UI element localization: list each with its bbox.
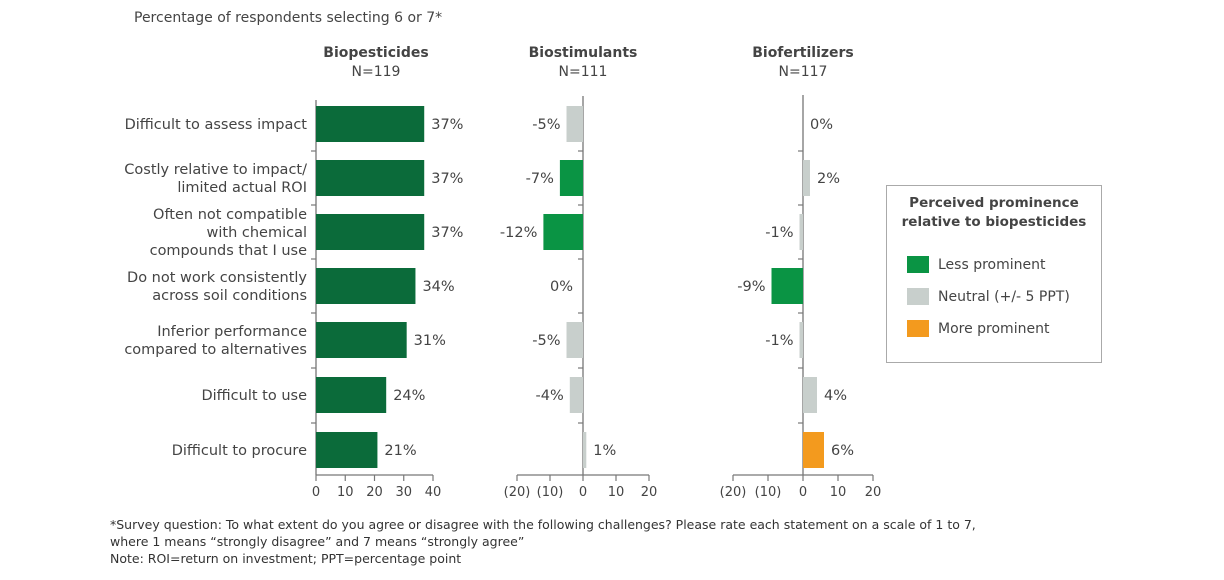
legend-swatch-neutral — [907, 288, 929, 305]
bar — [566, 106, 583, 142]
category-label: across soil conditions — [152, 288, 307, 304]
x-tick-label: (20) — [720, 485, 747, 500]
bar — [316, 377, 387, 413]
panel-n: N=111 — [559, 64, 608, 80]
category-label: compounds that I use — [150, 243, 307, 259]
legend-item-less: Less prominent — [907, 256, 1045, 273]
panel-n: N=117 — [779, 64, 828, 80]
category-label: Difficult to use — [201, 388, 307, 404]
legend-item-neutral: Neutral (+/- 5 PPT) — [907, 288, 1070, 305]
footnote: *Survey question: To what extent do you … — [110, 517, 976, 532]
category-label: Costly relative to impact/ — [124, 162, 307, 178]
chart-title: Percentage of respondents selecting 6 or… — [134, 10, 442, 26]
panel-title: Biofertilizers — [752, 45, 854, 61]
panel-title: Biopesticides — [323, 45, 428, 61]
data-label: 24% — [393, 388, 425, 404]
data-label: 21% — [384, 443, 416, 459]
x-tick-label: 0 — [579, 485, 587, 500]
category-label: Difficult to procure — [172, 443, 307, 459]
category-label: limited actual ROI — [177, 180, 307, 196]
bar — [316, 268, 416, 304]
bar — [569, 377, 583, 413]
data-label: 37% — [431, 225, 463, 241]
footnote: Note: ROI=return on investment; PPT=perc… — [110, 551, 462, 566]
bar — [543, 214, 583, 250]
data-label: -9% — [737, 279, 765, 295]
category-label: Do not work consistently — [127, 270, 307, 286]
panel-title: Biostimulants — [529, 45, 638, 61]
category-label: Inferior performance — [157, 324, 307, 340]
data-label: -5% — [532, 333, 560, 349]
bar — [771, 268, 803, 304]
x-tick-label: 0 — [799, 485, 807, 500]
category-label: with chemical — [207, 225, 308, 241]
bar — [803, 432, 824, 468]
data-label: -12% — [500, 225, 537, 241]
legend-swatch-more — [907, 320, 929, 337]
category-label: compared to alternatives — [124, 342, 307, 358]
x-tick-label: 40 — [425, 485, 442, 500]
footnote: where 1 means “strongly disagree” and 7 … — [110, 534, 525, 549]
bar — [799, 214, 803, 250]
legend-title: Perceived prominence relative to biopesti… — [887, 194, 1101, 232]
x-tick-label: 20 — [641, 485, 658, 500]
data-label: 0% — [810, 117, 833, 133]
data-label: 0% — [550, 279, 573, 295]
bar — [799, 322, 803, 358]
panel-n: N=119 — [352, 64, 401, 80]
legend-item-more: More prominent — [907, 320, 1049, 337]
data-label: -7% — [526, 171, 554, 187]
data-label: -1% — [765, 225, 793, 241]
bar — [316, 160, 425, 196]
bar — [316, 432, 378, 468]
legend: Perceived prominence relative to biopesti… — [886, 185, 1102, 363]
bar — [803, 377, 817, 413]
data-label: 31% — [414, 333, 446, 349]
x-tick-label: 10 — [608, 485, 625, 500]
x-tick-label: 30 — [395, 485, 412, 500]
x-tick-label: (10) — [537, 485, 564, 500]
legend-swatch-less — [907, 256, 929, 273]
legend-label: Less prominent — [938, 256, 1046, 273]
bar — [316, 322, 407, 358]
data-label: -5% — [532, 117, 560, 133]
x-tick-label: 20 — [366, 485, 383, 500]
data-label: 37% — [431, 117, 463, 133]
data-label: 34% — [422, 279, 454, 295]
x-tick-label: 10 — [830, 485, 847, 500]
data-label: -4% — [536, 388, 564, 404]
bar — [316, 214, 425, 250]
x-tick-label: 20 — [865, 485, 882, 500]
data-label: 6% — [831, 443, 854, 459]
data-label: 37% — [431, 171, 463, 187]
data-label: -1% — [765, 333, 793, 349]
x-tick-label: 0 — [312, 485, 320, 500]
data-label: 1% — [593, 443, 616, 459]
chart: Percentage of respondents selecting 6 or… — [124, 10, 882, 500]
legend-label: Neutral (+/- 5 PPT) — [938, 288, 1070, 305]
x-tick-label: (20) — [504, 485, 531, 500]
legend-title-line: Perceived prominence — [909, 195, 1079, 211]
legend-title-line: relative to biopesticides — [901, 214, 1087, 230]
x-tick-label: 10 — [337, 485, 354, 500]
category-label: Difficult to assess impact — [125, 117, 308, 133]
bar — [583, 432, 587, 468]
legend-label: More prominent — [938, 320, 1050, 337]
category-label: Often not compatible — [153, 207, 307, 223]
x-tick-label: (10) — [755, 485, 782, 500]
bar — [566, 322, 583, 358]
data-label: 2% — [817, 171, 840, 187]
bar — [316, 106, 425, 142]
bar — [803, 160, 810, 196]
data-label: 4% — [824, 388, 847, 404]
bar — [559, 160, 583, 196]
footnotes: *Survey question: To what extent do you … — [110, 516, 976, 567]
